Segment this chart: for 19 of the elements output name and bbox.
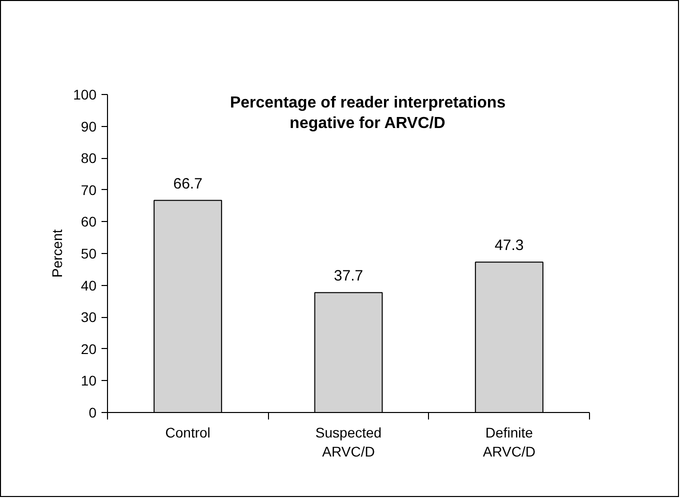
text: Percentage of reader interpretations negative for ARVC/D (230, 94, 506, 132)
y-tick-label: 40 (80, 277, 97, 294)
y-tick-label: 60 (80, 214, 97, 230)
y-tick-label: 20 (80, 340, 97, 357)
y-axis-title: Percent (49, 229, 66, 278)
x-tick-label: Suspected ARVC/D (315, 424, 382, 460)
y-tick-label: 10 (80, 372, 97, 389)
data-label: 47.3 (494, 237, 524, 254)
data-label: 37.7 (334, 268, 364, 285)
y-tick-label: 70 (80, 182, 97, 198)
x-tick-label: Control (165, 424, 210, 440)
y-tick-label: 90 (80, 118, 97, 134)
y-tick-label: 0 (88, 404, 97, 420)
y-tick-label: 100 (73, 86, 97, 102)
y-tick-label: 80 (80, 150, 97, 166)
x-tick-label: Definite ARVC/D (482, 424, 536, 460)
y-tick-label: 30 (80, 309, 97, 326)
y-tick-label: 50 (80, 246, 97, 262)
data-label: 66.7 (173, 175, 202, 192)
